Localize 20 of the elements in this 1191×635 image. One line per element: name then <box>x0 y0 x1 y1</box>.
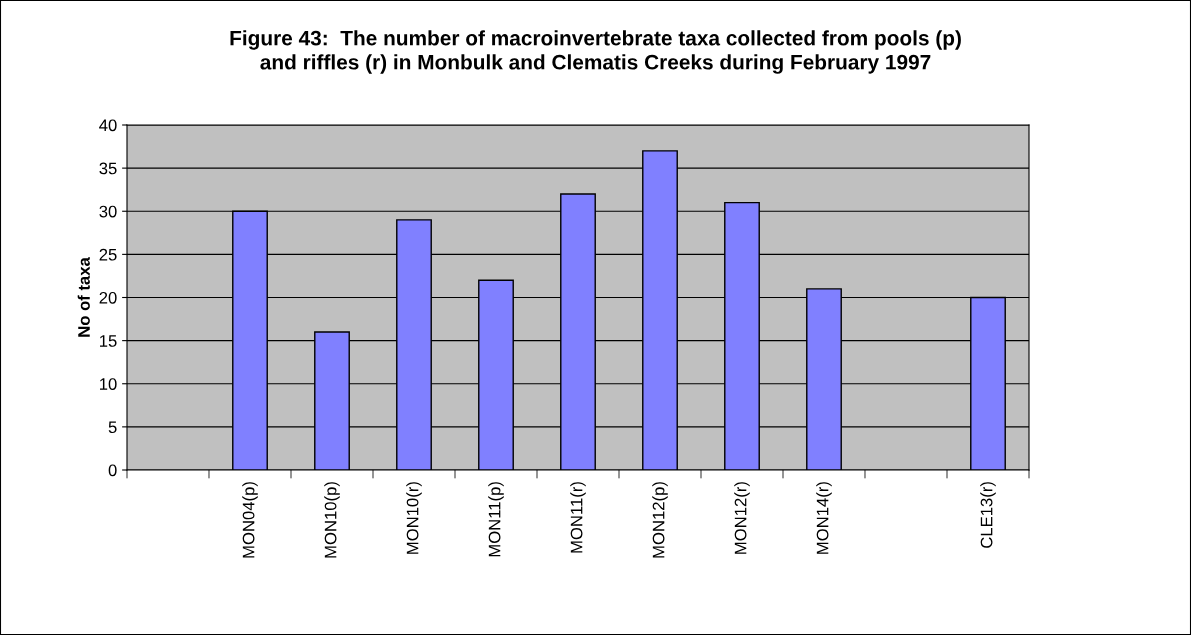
x-tick-label: MON04(p) <box>242 482 258 558</box>
x-tick-label: MON12(p) <box>652 482 668 558</box>
x-tick-label: MON10(p) <box>324 482 340 558</box>
y-tick-label: 20 <box>99 291 117 304</box>
x-tick-label: CLE13(r) <box>980 482 996 548</box>
y-axis-title: No of taxa <box>77 257 90 337</box>
y-tick-label: 25 <box>99 248 117 261</box>
y-tick-label: 10 <box>100 378 117 390</box>
y-tick-label: 0 <box>108 464 117 477</box>
y-tick-label: 40 <box>99 119 117 132</box>
y-tick-label: 15 <box>100 335 117 347</box>
y-tick-label: 35 <box>99 162 117 175</box>
x-tick-label: MON10(r) <box>406 482 422 554</box>
x-tick-label: MON14(r) <box>816 482 832 554</box>
y-tick-label: 30 <box>99 205 117 218</box>
y-tick-label: 5 <box>108 421 117 434</box>
chart-title: Figure 43: The number of macroinvertebrate taxa collected from pools (p) and riffles (r) in Monbulk and Clematis Creeks during February 1997 <box>230 30 961 74</box>
x-tick-label: MON11(r) <box>570 482 586 553</box>
x-tick-label: MON11(p) <box>488 482 504 557</box>
x-tick-label: MON12(r) <box>734 482 750 554</box>
